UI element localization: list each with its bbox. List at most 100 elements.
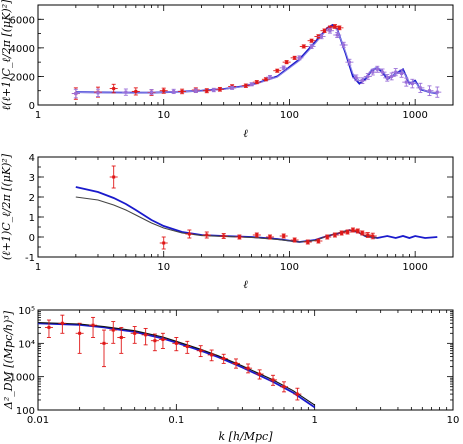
data-point — [91, 323, 95, 327]
x-tick-label: 0.1 — [168, 415, 184, 426]
data-point — [346, 230, 350, 234]
data-point — [60, 321, 64, 325]
data-point — [342, 43, 346, 47]
y-tick-label: 10⁴ — [18, 339, 35, 350]
data-point — [255, 233, 259, 237]
panel-matter-power: 0.01 0.1 1 10 100 1000 10⁴ 10⁵ k [h/Mpc] Δ²_DM [(… — [2, 306, 459, 443]
data-point — [293, 56, 297, 60]
series-points-data-purple — [71, 27, 442, 99]
series-points-data-red — [44, 314, 302, 401]
data-point — [354, 76, 358, 80]
data-point — [394, 70, 398, 74]
data-point — [134, 89, 138, 93]
data-point — [162, 241, 166, 245]
data-point — [271, 378, 275, 382]
data-point — [205, 233, 209, 237]
data-point — [111, 328, 115, 332]
x-tick-label: 1 — [35, 110, 41, 121]
data-point — [112, 87, 116, 91]
y-tick-label: 0 — [29, 233, 35, 244]
data-point — [351, 228, 355, 232]
plot-frame — [37, 156, 454, 258]
data-point — [133, 331, 137, 335]
data-point — [435, 90, 439, 94]
data-point — [180, 89, 184, 93]
data-point — [244, 84, 248, 88]
data-point — [360, 231, 364, 235]
data-point — [302, 44, 306, 48]
y-tick-label: 3 — [29, 173, 35, 184]
data-point — [316, 239, 320, 243]
data-point — [347, 60, 351, 64]
data-point — [366, 74, 370, 78]
data-point — [74, 92, 78, 96]
data-point — [385, 76, 389, 80]
data-point — [187, 232, 191, 236]
y-tick-label: 2000 — [10, 72, 35, 83]
x-axis-label: k [h/Mpc] — [218, 430, 273, 443]
data-point — [337, 26, 341, 30]
data-point — [112, 175, 116, 179]
data-point — [255, 80, 259, 84]
data-point — [297, 56, 301, 60]
panel-cmb-te: 1 10 100 1000 -1 0 1 2 3 4 ℓ (ℓ+1)C_ℓ/2π [(μK)²] — [0, 153, 454, 291]
data-point — [212, 88, 216, 92]
data-point — [78, 331, 82, 335]
data-point — [293, 238, 297, 242]
data-point — [222, 357, 226, 361]
data-point — [371, 70, 375, 74]
x-tick-label: 100 — [280, 262, 299, 273]
data-point — [333, 24, 337, 28]
y-tick-label: 1 — [29, 213, 35, 224]
panel-cmb-tt: 1 10 100 1000 0 2000 4000 6000 ℓ ℓ(ℓ+1)C_ℓ/2π [(μ… — [0, 0, 454, 140]
data-point — [174, 341, 178, 345]
data-point — [102, 341, 106, 345]
data-point — [119, 335, 123, 339]
y-tick-label: 4000 — [10, 44, 35, 55]
series-points-data-red — [109, 165, 377, 250]
data-point — [258, 372, 262, 376]
y-tick-label: 2 — [29, 193, 35, 204]
data-point — [199, 349, 203, 353]
data-point — [162, 89, 166, 93]
data-point — [310, 44, 314, 48]
y-tick-label: 100 — [16, 406, 35, 417]
data-point — [234, 361, 238, 365]
y-tick-label: 0 — [29, 101, 35, 112]
data-point — [218, 87, 222, 91]
x-tick-label: 10 — [157, 262, 170, 273]
data-point — [356, 229, 360, 233]
data-point — [375, 67, 379, 71]
data-point — [250, 82, 254, 86]
data-point — [295, 392, 299, 396]
data-point — [194, 89, 198, 93]
x-tick-label: 100 — [280, 110, 299, 121]
data-point — [366, 233, 370, 237]
x-axis-label: ℓ — [243, 127, 248, 140]
series-points-data-red — [71, 24, 344, 100]
data-point — [150, 90, 154, 94]
x-axis-label: ℓ — [243, 278, 248, 291]
data-point — [371, 234, 375, 238]
data-point — [268, 235, 272, 239]
plot-frame — [37, 4, 454, 106]
data-point — [381, 70, 385, 74]
data-point — [246, 366, 250, 370]
data-point — [222, 234, 226, 238]
data-point — [153, 339, 157, 343]
data-point — [264, 77, 268, 81]
y-axis-label: (ℓ+1)C_ℓ/2π [(μK)²] — [0, 153, 13, 260]
data-point — [400, 72, 404, 76]
data-point — [282, 385, 286, 389]
data-point — [404, 80, 408, 84]
data-point — [237, 235, 241, 239]
data-point — [268, 75, 272, 79]
y-tick-label: 6000 — [10, 15, 35, 26]
data-point — [275, 69, 279, 73]
data-point — [205, 89, 209, 93]
data-point — [427, 89, 431, 93]
x-tick-label: 1000 — [402, 110, 427, 121]
data-point — [282, 234, 286, 238]
plot-frame — [37, 309, 454, 411]
data-point — [322, 29, 326, 33]
